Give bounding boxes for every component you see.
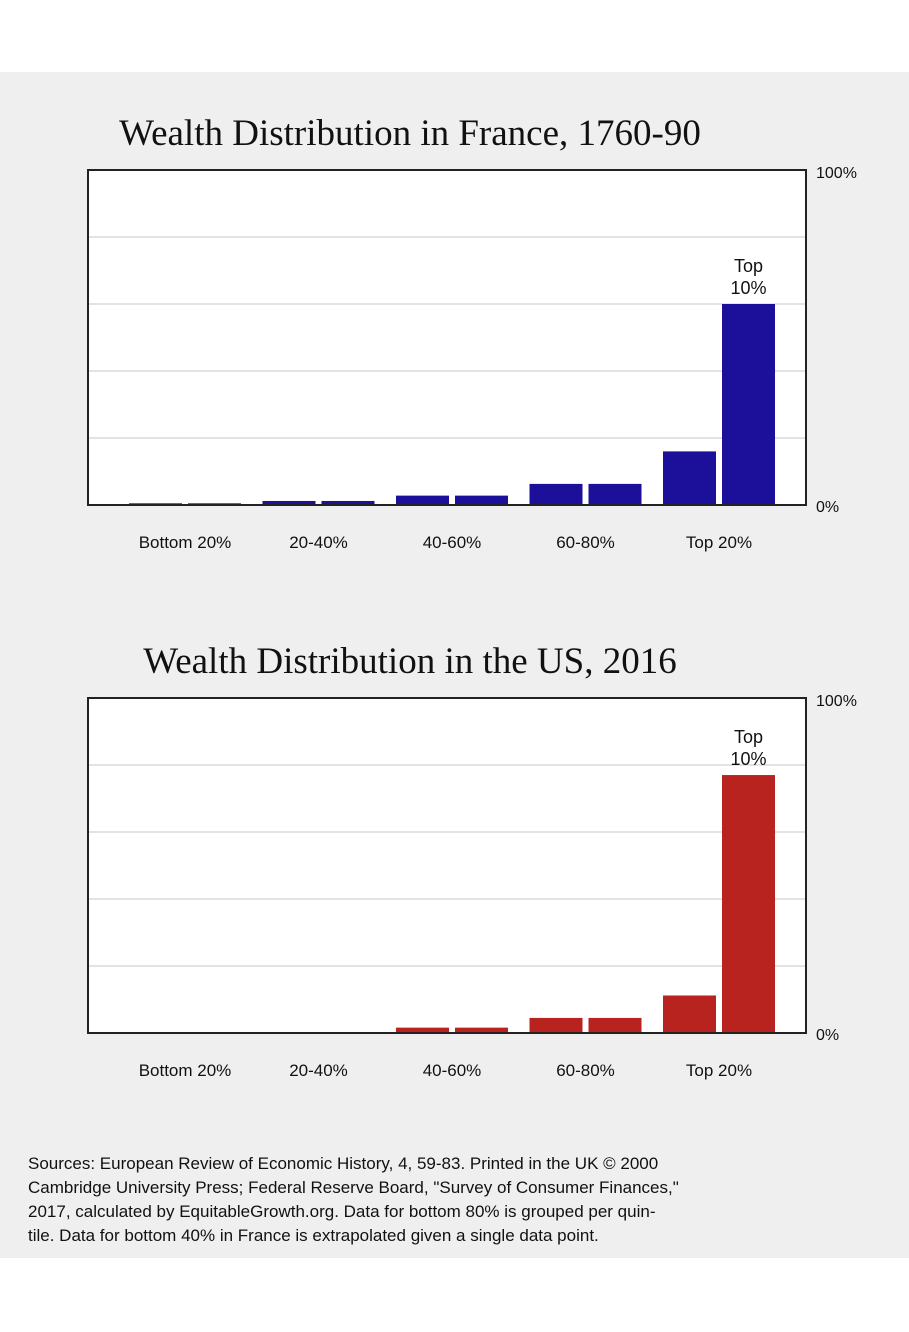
sources-line: 2017, calculated by EquitableGrowth.org.… bbox=[28, 1202, 656, 1221]
bar-annotation: 10% bbox=[730, 749, 766, 769]
bar bbox=[321, 500, 375, 505]
x-tick-label: 60-80% bbox=[556, 1061, 615, 1080]
x-tick-label: Bottom 20% bbox=[139, 533, 232, 552]
us-chart-title: Wealth Distribution in the US, 2016 bbox=[143, 641, 677, 682]
bar bbox=[722, 304, 775, 505]
bar bbox=[588, 1017, 642, 1033]
y-tick-label: 0% bbox=[816, 499, 839, 516]
x-tick-label: Top 20% bbox=[686, 1061, 752, 1080]
bar bbox=[396, 495, 449, 505]
bar bbox=[396, 1027, 449, 1033]
x-tick-label: 20-40% bbox=[289, 1061, 348, 1080]
bar bbox=[663, 451, 716, 505]
bar-annotation: 10% bbox=[730, 278, 766, 298]
bar bbox=[262, 500, 316, 505]
x-tick-label: 40-60% bbox=[423, 533, 482, 552]
bar bbox=[663, 995, 716, 1033]
bar bbox=[529, 483, 583, 505]
y-tick-label: 100% bbox=[816, 165, 857, 182]
x-tick-label: 60-80% bbox=[556, 533, 615, 552]
y-tick-label: 100% bbox=[816, 693, 857, 710]
x-tick-label: 40-60% bbox=[423, 1061, 482, 1080]
x-tick-label: 20-40% bbox=[289, 533, 348, 552]
y-tick-label: 0% bbox=[816, 1027, 839, 1044]
plot-border bbox=[87, 697, 807, 1034]
bar bbox=[455, 495, 508, 505]
bar bbox=[455, 1027, 508, 1033]
bar-annotation: Top bbox=[734, 727, 763, 747]
sources-note: Sources: European Review of Economic His… bbox=[28, 1152, 898, 1248]
sources-line: Cambridge University Press; Federal Rese… bbox=[28, 1178, 679, 1197]
sources-line: tile. Data for bottom 40% in France is e… bbox=[28, 1226, 599, 1245]
sources-line: Sources: European Review of Economic His… bbox=[28, 1154, 659, 1173]
bar-annotation: Top bbox=[734, 256, 763, 276]
plot-border bbox=[87, 169, 807, 506]
bar bbox=[529, 1017, 583, 1033]
bar bbox=[722, 775, 775, 1033]
france-chart-title: Wealth Distribution in France, 1760-90 bbox=[119, 113, 701, 154]
plot-area bbox=[88, 698, 806, 1033]
plot-area bbox=[88, 170, 806, 505]
x-tick-label: Top 20% bbox=[686, 533, 752, 552]
x-tick-label: Bottom 20% bbox=[139, 1061, 232, 1080]
bar bbox=[588, 483, 642, 505]
